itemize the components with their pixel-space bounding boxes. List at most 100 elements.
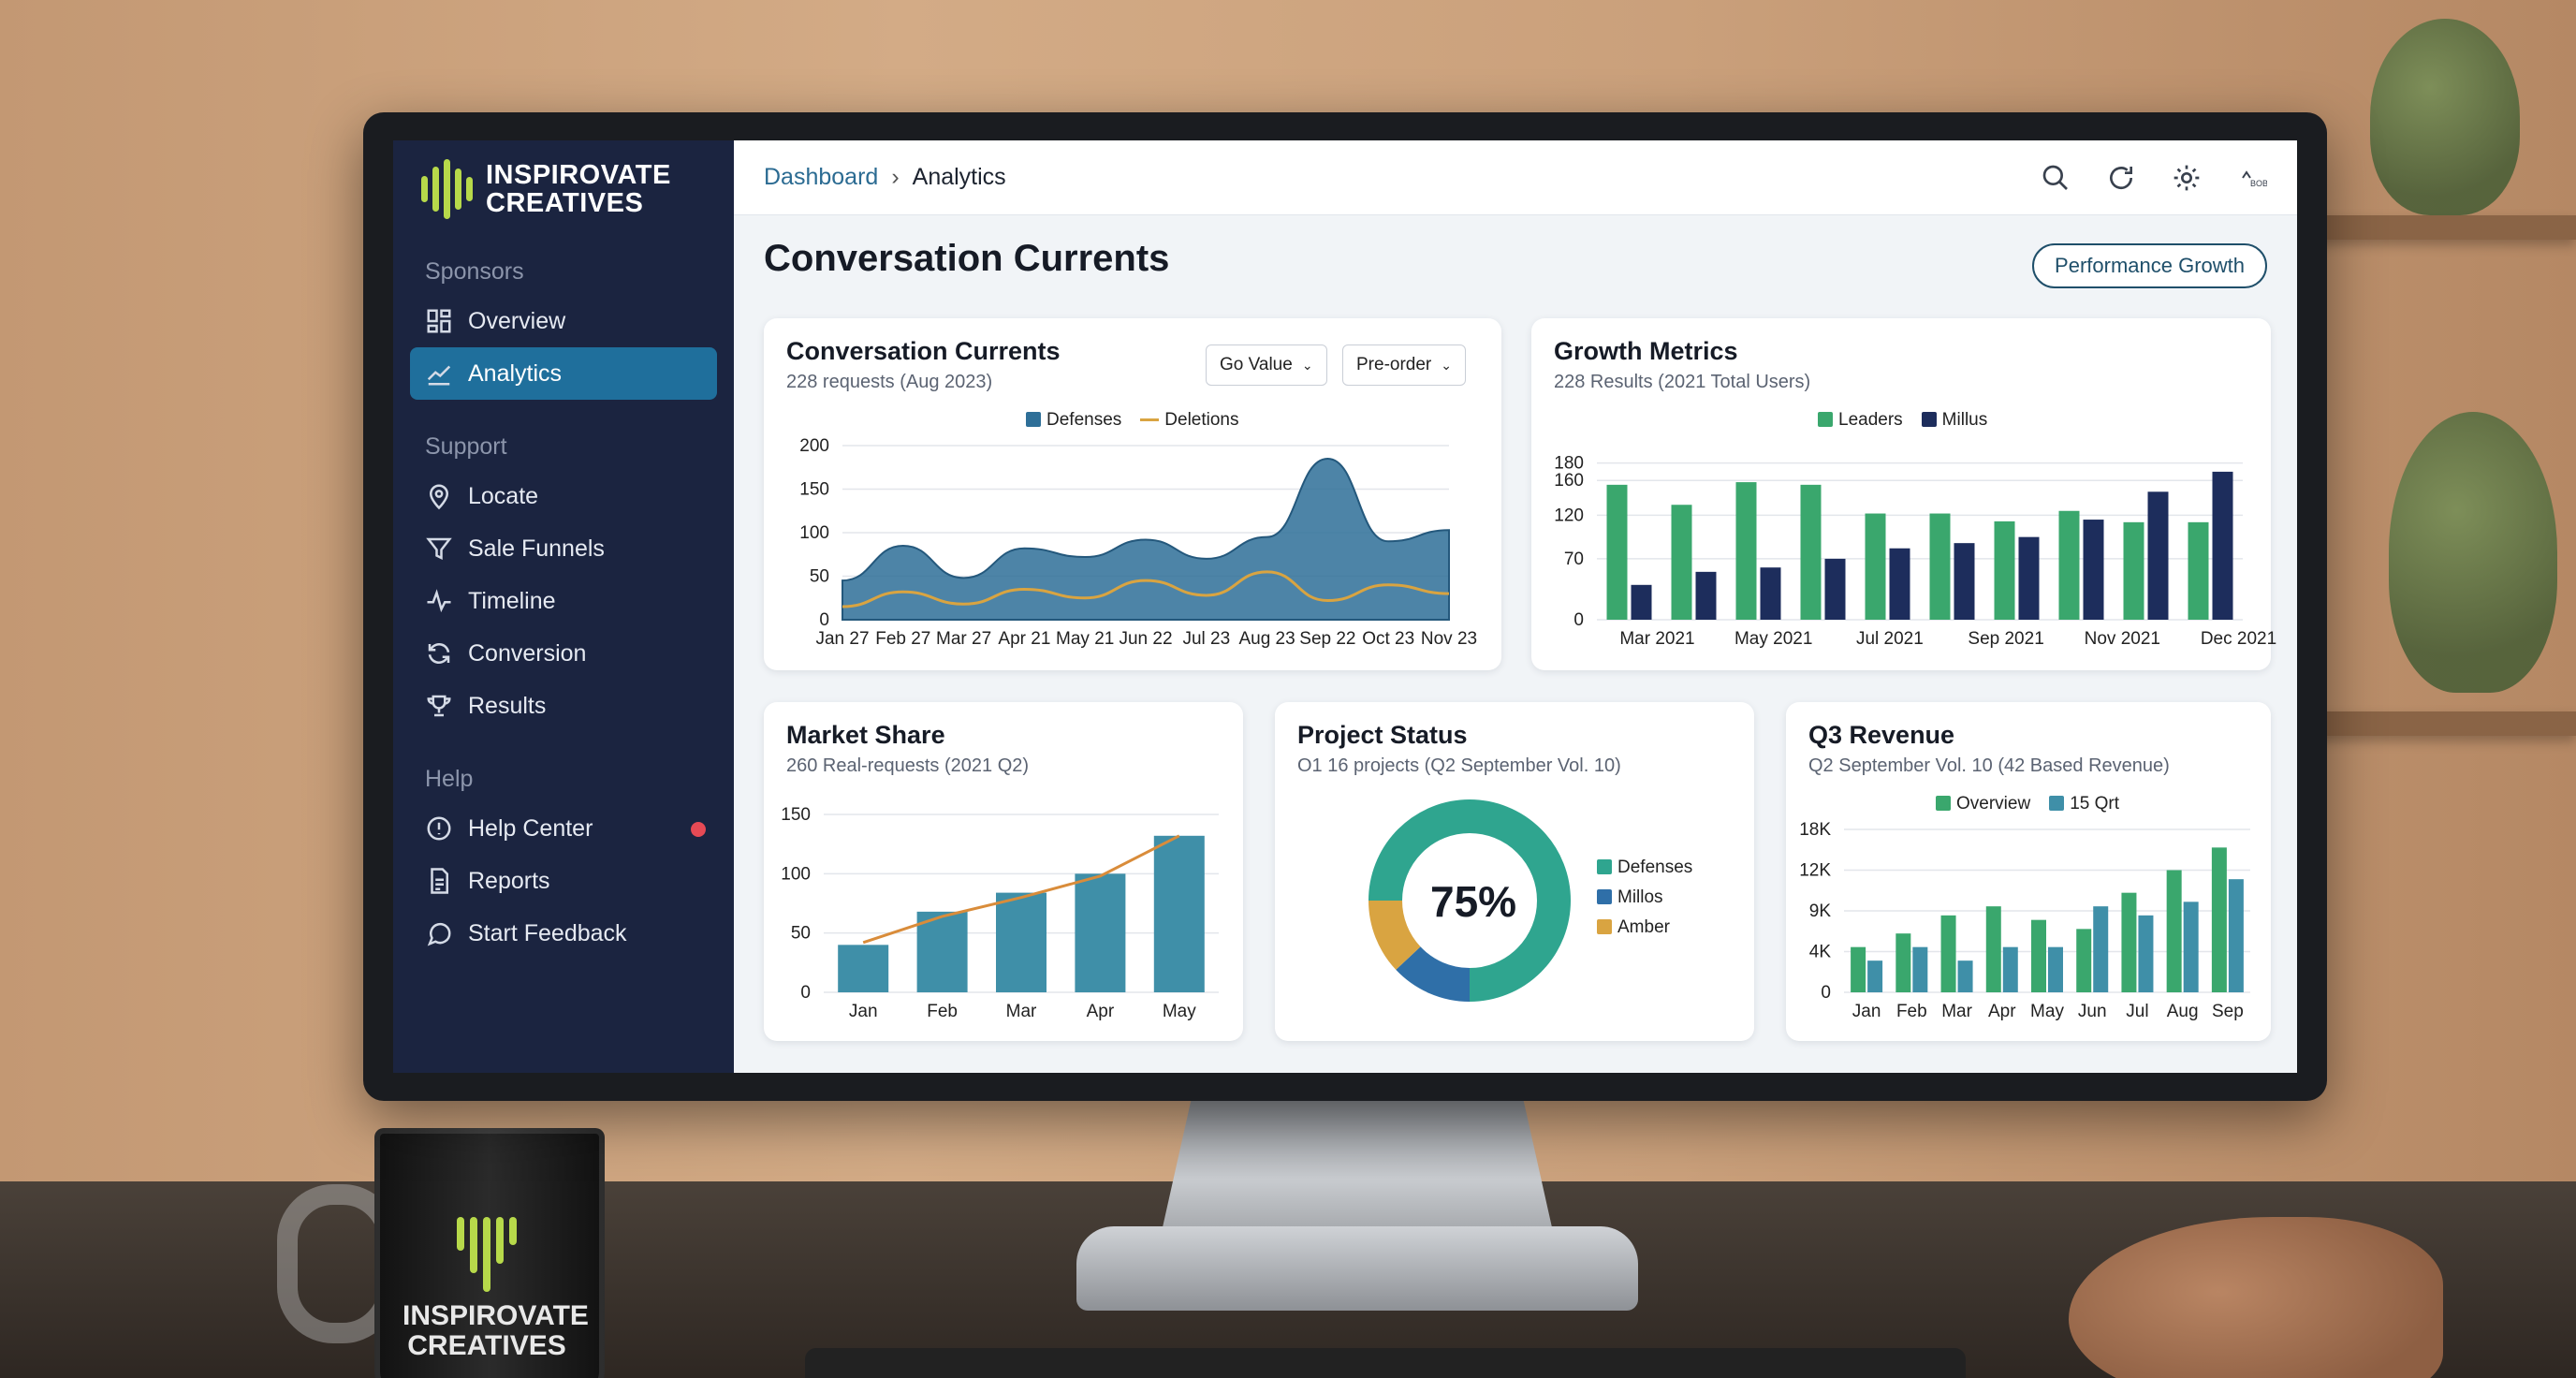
y-tick-label: 0 [1573,610,1584,630]
legend-item: Defenses [1597,858,1692,878]
trophy-icon [427,695,451,717]
donut-center-label: 75% [1430,877,1517,926]
y-tick-label: 150 [781,805,811,825]
card-title: Growth Metrics [1554,337,1738,365]
refresh-icon [428,643,450,664]
pre-order-dropdown[interactable]: Pre-order ⌄ [1342,344,1466,386]
monitor-stand [1161,1095,1554,1236]
card-title: Market Share [786,721,945,749]
bar-leaders [1800,484,1822,620]
x-tick-label: Jun [2078,1002,2107,1021]
plant [2370,19,2520,215]
sidebar-item-label: Locate [468,482,539,509]
x-tick-label: Feb [1896,1002,1927,1021]
bar [916,911,968,992]
performance-growth-button[interactable]: Performance Growth [2032,243,2267,288]
donut-slice-defenses [1368,799,1571,1002]
bar-leaders [2188,521,2209,620]
sidebar-item-label: Reports [468,867,550,894]
q3-revenue-card: Q3 Revenue Q2 September Vol. 10 (42 Base… [1786,702,2271,1041]
bar-millus [1889,548,1910,620]
legend-item: Deletions [1140,410,1239,431]
conversation-area-chart: 0 50 100 150 200 Jan 27 Feb 27 Mar 27 Apr 21 May … [799,436,1477,649]
sidebar-item-sale-funnels[interactable]: Sale Funnels [410,522,717,575]
wall-shelf [2295,711,2576,736]
x-tick-label: Jun 22 [1119,629,1172,649]
sidebar-item-conversion[interactable]: Conversion [410,627,717,680]
monitor-base [1076,1226,1638,1311]
main-area: Dashboard › Analytics BOB Conversation C… [734,140,2297,1073]
go-value-dropdown[interactable]: Go Value ⌄ [1206,344,1327,386]
mug-logo: INSPIROVATE CREATIVES [402,1217,589,1361]
brand[interactable]: INSPIROVATE CREATIVES [410,154,717,245]
bar-overview [1985,906,2001,992]
legend-item: Defenses [1026,410,1121,431]
breadcrumb-separator: › [891,164,900,190]
bar-15-qrt [1957,960,1973,992]
sidebar-item-overview[interactable]: Overview [410,295,717,347]
bar-15-qrt [2048,946,2063,992]
bar-millus [1695,571,1717,620]
card-subtitle: 228 requests (Aug 2023) [786,372,993,392]
sidebar-item-locate[interactable]: Locate [410,470,717,522]
bar-millus [2147,491,2169,620]
chat-icon [427,922,451,946]
sidebar-item-results[interactable]: Results [410,680,717,732]
x-tick-label: Apr 21 [998,629,1050,649]
bar-overview [1851,946,1866,992]
x-tick-label: Jan [1852,1002,1881,1021]
y-tick-label: 4K [1809,943,1832,962]
chart-legend: Defenses Millos Amber [1597,858,1692,938]
x-tick-label: Sep 2021 [1968,629,2043,649]
x-tick-label: Dec 2021 [2201,629,2276,649]
bar-millus [2083,520,2104,620]
bar-overview [1895,933,1911,992]
legend-item: 15 Qrt [2049,794,2119,814]
refresh-icon[interactable] [2106,163,2136,193]
bar-leaders [2123,521,2144,620]
top-bar: Dashboard › Analytics BOB [734,140,2297,215]
y-tick-label: 12K [1799,861,1831,881]
x-tick-label: Sep [2212,1002,2244,1021]
y-tick-label: 100 [799,523,829,543]
bar [1075,873,1126,992]
legend-item: Leaders [1818,410,1903,431]
x-tick-label: May [2030,1002,2064,1021]
x-tick-label: Mar [1006,1002,1037,1021]
svg-text:BOB: BOB [2250,179,2267,188]
nav-section-sponsors: Sponsors [425,258,524,285]
breadcrumb-root[interactable]: Dashboard [764,164,879,190]
chart-legend: Defenses Deletions [1026,410,1239,431]
content: Conversation Currents Performance Growth… [734,215,2297,1073]
q3-bar-chart: 0 4K 9K 12K 18K Jan Feb Mar Apr May Jun Jul Aug Sep [1799,820,2250,1021]
x-tick-label: Mar 2021 [1619,629,1694,649]
x-tick-label: Jan [849,1002,878,1021]
x-tick-label: Nov 23 [1421,629,1477,649]
sidebar-item-start-feedback[interactable]: Start Feedback [410,907,717,960]
sidebar-item-timeline[interactable]: Timeline [410,575,717,627]
bob-icon[interactable]: BOB [2237,163,2267,193]
bar [996,892,1046,992]
bar-millus [1760,567,1781,620]
page-title: Conversation Currents [764,238,1170,279]
sidebar-item-reports[interactable]: Reports [410,855,717,907]
conversation-card: Conversation Currents 228 requests (Aug … [764,318,1501,670]
sidebar-item-label: Start Feedback [468,919,627,946]
funnel-icon [426,537,452,561]
y-tick-label: 9K [1809,902,1832,921]
logo-icon [421,159,473,219]
nav-section-help: Help [425,766,474,792]
search-icon[interactable] [2041,163,2071,193]
y-tick-label: 50 [791,924,811,944]
bar-millus [1824,558,1846,620]
x-tick-label: Jul [2126,1002,2148,1021]
sidebar-item-label: Results [468,692,547,719]
sidebar-item-help-center[interactable]: Help Center [410,802,717,855]
sidebar-item-analytics[interactable]: Analytics [410,347,717,400]
donut-slice-amber [1368,900,1421,970]
project-donut-chart [1368,799,1571,1002]
bar-leaders [1671,505,1692,620]
gear-icon[interactable] [2172,163,2202,193]
card-title: Project Status [1297,721,1468,749]
chevron-down-icon: ⌄ [1301,357,1313,373]
